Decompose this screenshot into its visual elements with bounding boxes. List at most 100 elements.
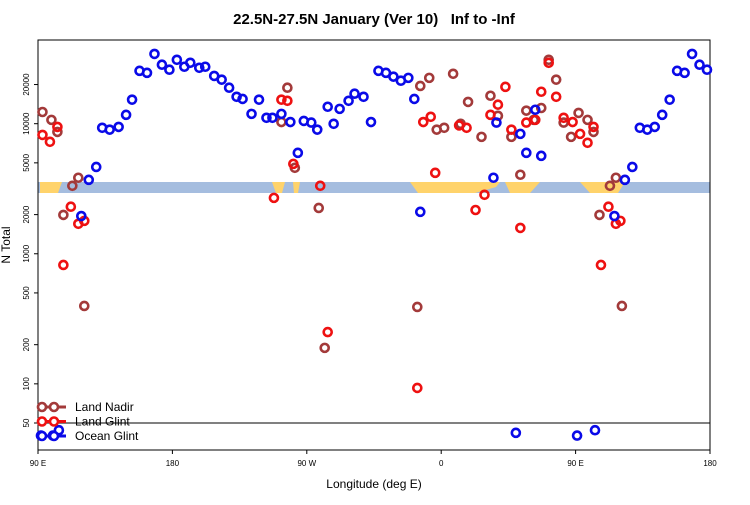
y-tick-label: 2000 <box>22 205 31 223</box>
legend-marker <box>36 416 48 427</box>
point <box>438 122 450 134</box>
point <box>141 67 153 79</box>
point <box>156 59 168 71</box>
point <box>604 180 616 192</box>
point <box>314 180 326 192</box>
point <box>414 206 426 218</box>
point <box>462 96 474 108</box>
point <box>616 300 628 312</box>
point <box>322 101 334 113</box>
point <box>126 94 138 105</box>
point <box>535 150 547 162</box>
point <box>73 172 84 184</box>
point <box>574 128 586 140</box>
point <box>521 117 532 128</box>
point <box>343 95 354 107</box>
point <box>288 158 299 170</box>
point <box>485 109 496 121</box>
point <box>529 104 541 116</box>
point <box>412 301 423 313</box>
point <box>253 94 265 105</box>
point <box>305 117 317 128</box>
y-tick-label: 5000 <box>22 153 31 171</box>
plot-frame <box>37 39 711 451</box>
x-tick-label: 90 E <box>30 459 46 468</box>
y-tick-label: 10000 <box>22 112 31 135</box>
point <box>423 72 435 84</box>
point <box>627 161 638 173</box>
point <box>44 136 56 148</box>
point <box>193 62 205 74</box>
x-tick-label: 0 <box>439 459 444 468</box>
point <box>649 121 661 133</box>
point <box>595 259 607 271</box>
point <box>447 68 459 80</box>
point <box>558 112 569 124</box>
point <box>679 67 690 79</box>
point <box>328 118 339 130</box>
legend-marker <box>48 401 60 413</box>
point <box>46 114 57 126</box>
point <box>67 180 78 192</box>
point <box>149 48 160 60</box>
y-tick-label: 100 <box>22 377 31 391</box>
point <box>319 342 331 354</box>
point <box>491 117 502 128</box>
point <box>500 81 511 93</box>
point <box>571 430 583 441</box>
x-tick-label: 180 <box>166 459 180 468</box>
point <box>610 172 622 184</box>
point <box>543 57 555 69</box>
point <box>485 90 496 102</box>
point <box>322 326 334 338</box>
point <box>567 116 578 128</box>
point <box>535 86 547 98</box>
point <box>52 126 63 138</box>
point <box>425 111 437 123</box>
point <box>476 131 487 143</box>
point <box>603 201 614 213</box>
point <box>409 93 420 105</box>
legend-marker <box>36 430 48 442</box>
point <box>686 48 698 60</box>
point <box>83 174 95 186</box>
y-axis-label: N Total <box>0 226 13 263</box>
point <box>37 106 48 118</box>
point <box>664 94 675 105</box>
point <box>76 210 87 222</box>
point <box>412 382 423 394</box>
point <box>237 93 248 105</box>
point <box>594 209 605 221</box>
point <box>334 103 345 115</box>
point <box>58 209 69 221</box>
point <box>414 80 426 92</box>
point <box>619 174 631 186</box>
y-tick-label: 500 <box>22 286 31 300</box>
legend-label: Ocean Glint <box>75 429 139 443</box>
point <box>488 172 499 184</box>
point <box>164 64 175 76</box>
point <box>582 114 593 126</box>
x-axis-label: Longitude (deg E) <box>326 477 421 491</box>
point <box>223 82 235 94</box>
point <box>282 82 293 94</box>
chart-title: 22.5N-27.5N January (Ver 10) Inf to -Inf <box>233 11 516 28</box>
y-tick-label: 20000 <box>22 73 31 96</box>
x-tick-label: 180 <box>703 459 717 468</box>
y-tick-label: 50 <box>22 418 31 427</box>
legend-marker <box>36 401 48 413</box>
point <box>479 189 490 201</box>
point <box>388 71 399 82</box>
point <box>515 222 526 234</box>
point <box>358 91 369 103</box>
x-tick-label: 90 E <box>567 459 583 468</box>
point <box>267 112 278 124</box>
y-tick-label: 200 <box>22 337 31 351</box>
point <box>268 192 280 204</box>
point <box>311 124 323 135</box>
point <box>515 169 526 181</box>
point <box>521 147 532 159</box>
point <box>550 74 562 85</box>
point <box>246 108 257 120</box>
